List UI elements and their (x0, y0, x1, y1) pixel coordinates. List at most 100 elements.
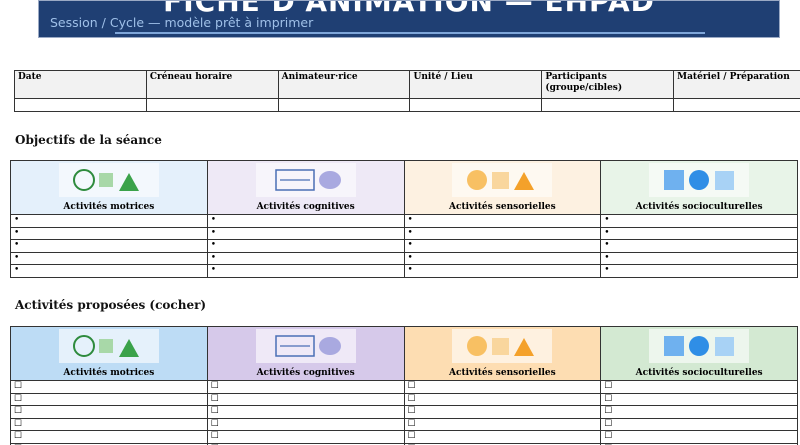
column-label: Activités motrices (63, 202, 155, 212)
column-header: Activités sensorielles (403, 160, 602, 215)
cell: • (10, 251, 208, 265)
cell: • (206, 214, 405, 228)
cell: ☐ (600, 442, 798, 445)
title: FICHE D'ANIMATION — EHPAD (163, 0, 655, 18)
cell: • (600, 251, 798, 265)
header-row: Activités motrices Activités cognitives Ac… (10, 326, 798, 381)
cell: ☐ (403, 430, 602, 444)
row: • • • • (10, 226, 798, 240)
cell: • (600, 239, 798, 253)
row: ☐☐☐☐ (10, 380, 798, 394)
info-cell (541, 98, 675, 112)
cell: ☐ (403, 417, 602, 431)
row: • • • • (10, 239, 798, 253)
cell: ☐ (206, 442, 405, 445)
banner: FICHE D'ANIMATION — EHPAD Session / Cycl… (38, 0, 780, 38)
column-label: Activités sensorielles (449, 368, 556, 378)
info-header: Matériel / Préparation (673, 70, 800, 99)
cell: ☐ (10, 380, 208, 394)
info-header: Créneau horaire (145, 70, 279, 99)
section-title: Objectifs de la séance (15, 133, 162, 147)
row: ☐☐☐☐ (10, 442, 798, 445)
cell: • (403, 251, 602, 265)
column-header: Activités motrices (10, 160, 208, 215)
cell: • (206, 264, 405, 278)
info-header: Date (14, 70, 147, 99)
category-icon (58, 329, 159, 363)
column-header: Activités motrices (10, 326, 208, 381)
row: • • • • (10, 264, 798, 278)
column-label: Activités socioculturelles (635, 202, 763, 212)
info-header: Unité / Lieu (409, 70, 543, 99)
header-row: Activités motrices Activités cognitives Ac… (10, 160, 798, 215)
row: • • • • (10, 214, 798, 228)
column-label: Activités socioculturelles (635, 368, 763, 378)
cell: ☐ (600, 417, 798, 431)
cell: ☐ (206, 405, 405, 419)
column-label: Activités motrices (63, 368, 155, 378)
row: ☐☐☐☐ (10, 417, 798, 431)
cell: • (206, 226, 405, 240)
cell: ☐ (206, 380, 405, 394)
column-header: Activités socioculturelles (600, 326, 798, 381)
info-cell (409, 98, 543, 112)
category-icon (649, 163, 750, 197)
cell: ☐ (206, 430, 405, 444)
cell: ☐ (403, 380, 602, 394)
cell: ☐ (600, 405, 798, 419)
column-header: Activités socioculturelles (600, 160, 798, 215)
cell: • (600, 264, 798, 278)
row: ☐☐☐☐ (10, 430, 798, 444)
cell: ☐ (600, 430, 798, 444)
category-icon (58, 163, 159, 197)
cell: • (600, 226, 798, 240)
row: • • • • (10, 251, 798, 265)
category-icon (452, 329, 553, 363)
column-label: Activités cognitives (256, 368, 355, 378)
info-header: Animateur·rice (277, 70, 411, 99)
row: ☐☐☐☐ (10, 392, 798, 406)
subtitle: Session / Cycle — modèle prêt à imprimer (50, 15, 314, 30)
cell: ☐ (10, 430, 208, 444)
cell: • (10, 226, 208, 240)
column-header: Activités cognitives (206, 326, 405, 381)
column-header: Activités sensorielles (403, 326, 602, 381)
category-icon (255, 329, 356, 363)
category-icon (649, 329, 750, 363)
rule (115, 32, 705, 34)
info-table: Date Créneau horaire Animateur·rice Unité /… (14, 70, 800, 112)
cell: • (10, 264, 208, 278)
objectives-table: Activités motrices Activités cognitives Ac… (10, 160, 798, 278)
cell: • (403, 214, 602, 228)
cell: • (403, 264, 602, 278)
info-header: Participants (groupe/cibles) (541, 70, 675, 99)
column-label: Activités sensorielles (449, 202, 556, 212)
cell: ☐ (403, 392, 602, 406)
section-title: Activités proposées (cocher) (15, 298, 207, 312)
category-icon (452, 163, 553, 197)
row: ☐☐☐☐ (10, 405, 798, 419)
cell: • (206, 239, 405, 253)
cell: ☐ (10, 417, 208, 431)
cell: ☐ (600, 380, 798, 394)
info-cell (277, 98, 411, 112)
cell: ☐ (206, 417, 405, 431)
cell: ☐ (403, 405, 602, 419)
cell: • (206, 251, 405, 265)
cell: • (600, 214, 798, 228)
cell: • (403, 239, 602, 253)
cell: ☐ (10, 405, 208, 419)
column-header: Activités cognitives (206, 160, 405, 215)
cell: ☐ (600, 392, 798, 406)
info-cell (145, 98, 279, 112)
cell: ☐ (206, 392, 405, 406)
category-icon (255, 163, 356, 197)
cell: • (403, 226, 602, 240)
info-cell (14, 98, 147, 112)
activities-table: Activités motrices Activités cognitives Ac… (10, 326, 798, 445)
column-label: Activités cognitives (256, 202, 355, 212)
cell: • (10, 239, 208, 253)
cell: • (10, 214, 208, 228)
info-cell (673, 98, 800, 112)
